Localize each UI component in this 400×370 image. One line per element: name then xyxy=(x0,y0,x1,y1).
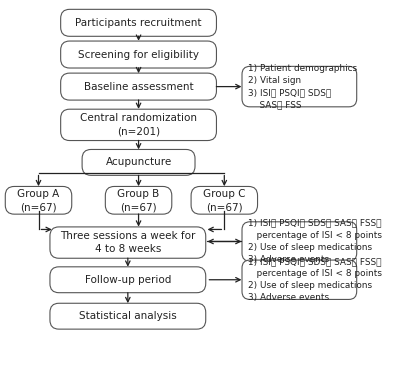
FancyBboxPatch shape xyxy=(242,66,357,107)
FancyBboxPatch shape xyxy=(50,303,206,329)
Text: Central randomization
(n=201): Central randomization (n=201) xyxy=(80,113,197,137)
Text: Group A
(n=67): Group A (n=67) xyxy=(17,188,60,212)
FancyBboxPatch shape xyxy=(50,227,206,258)
Text: 1) Patient demographics
2) Vital sign
3) ISI， PSQI， SDS，
    SAS， FSS: 1) Patient demographics 2) Vital sign 3)… xyxy=(248,64,358,109)
FancyBboxPatch shape xyxy=(105,186,172,214)
Text: Group C
(n=67): Group C (n=67) xyxy=(203,188,246,212)
Text: Group B
(n=67): Group B (n=67) xyxy=(118,188,160,212)
Text: Acupuncture: Acupuncture xyxy=(106,157,172,167)
Text: Three sessions a week for
4 to 8 weeks: Three sessions a week for 4 to 8 weeks xyxy=(60,231,196,255)
FancyBboxPatch shape xyxy=(191,186,258,214)
Text: Baseline assessment: Baseline assessment xyxy=(84,82,193,92)
FancyBboxPatch shape xyxy=(61,41,216,68)
Text: Follow-up period: Follow-up period xyxy=(85,275,171,285)
Text: Participants recruitment: Participants recruitment xyxy=(75,18,202,28)
Text: 1) ISI， PSQI， SDS， SAS， FSS，
   percentage of ISI < 8 points
2) Use of sleep med: 1) ISI， PSQI， SDS， SAS， FSS， percentage … xyxy=(248,257,382,303)
FancyBboxPatch shape xyxy=(50,267,206,293)
Text: 1) ISI， PSQI， SDS， SAS， FSS，
   percentage of ISI < 8 points
2) Use of sleep med: 1) ISI， PSQI， SDS， SAS， FSS， percentage … xyxy=(248,219,382,264)
FancyBboxPatch shape xyxy=(242,222,357,261)
Text: Statistical analysis: Statistical analysis xyxy=(79,311,177,321)
Text: Screening for eligibility: Screening for eligibility xyxy=(78,50,199,60)
FancyBboxPatch shape xyxy=(61,73,216,100)
FancyBboxPatch shape xyxy=(61,109,216,141)
FancyBboxPatch shape xyxy=(242,260,357,299)
FancyBboxPatch shape xyxy=(5,186,72,214)
FancyBboxPatch shape xyxy=(61,9,216,36)
FancyBboxPatch shape xyxy=(82,149,195,175)
